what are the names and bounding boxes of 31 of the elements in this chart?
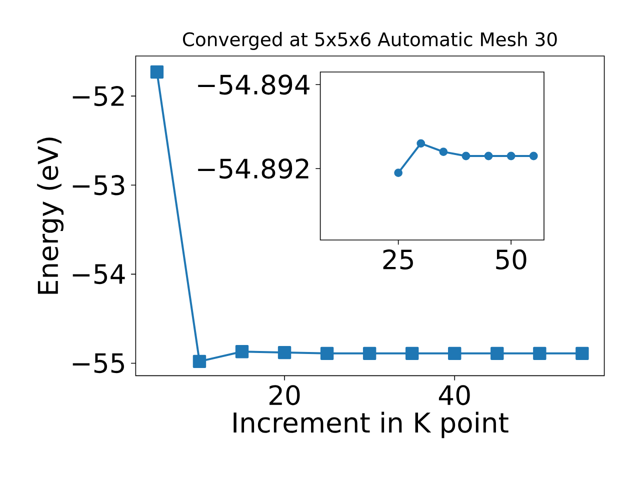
x-axis-title: Increment in K point	[234, 412, 508, 438]
point	[448, 346, 462, 360]
point	[405, 346, 419, 360]
point	[192, 354, 206, 368]
point	[529, 152, 538, 160]
point	[484, 152, 493, 160]
chart-title: Converged at 5x5x6 Automatic Mesh 30	[182, 32, 557, 50]
x-tick-label: 20	[270, 385, 300, 406]
y-tick-label: −53	[72, 175, 124, 196]
y-tick-label: −52	[72, 86, 124, 106]
point	[394, 168, 403, 178]
point	[506, 152, 516, 160]
point	[576, 346, 589, 360]
y-axis-title: Energy (eV)	[37, 138, 64, 294]
x-tick-label: 25	[383, 249, 413, 270]
point	[320, 346, 334, 360]
point	[490, 346, 504, 360]
point	[439, 148, 448, 156]
y-tick-label: −54	[72, 264, 125, 284]
y-tick-label: −54.894	[198, 74, 310, 95]
x-tick-label: 40	[438, 385, 470, 406]
y-tick-label: −55	[72, 353, 124, 374]
point	[150, 65, 164, 79]
point	[235, 345, 249, 358]
point	[416, 139, 426, 148]
point	[278, 346, 292, 360]
x-tick-label: 50	[496, 249, 526, 270]
y-tick-label: −54.892	[198, 158, 308, 179]
point	[462, 152, 470, 160]
point	[533, 346, 546, 360]
point	[362, 346, 376, 360]
